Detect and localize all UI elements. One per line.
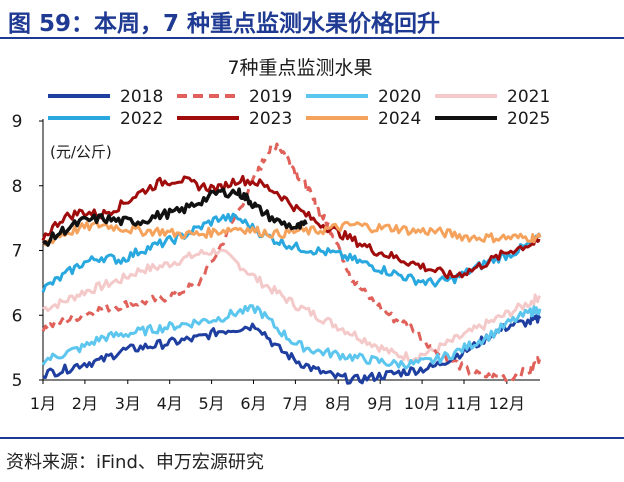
- source-rule: [0, 437, 624, 439]
- x-tick-label: 10月: [404, 394, 440, 413]
- legend-label-2022: 2022: [120, 109, 163, 129]
- y-tick-label: 5: [12, 371, 23, 391]
- legend-label-2018: 2018: [120, 87, 163, 107]
- series-line-2023: [41, 174, 541, 280]
- series-line-2025: [42, 187, 308, 247]
- x-tick-label: 11月: [446, 394, 482, 413]
- legend-label-2023: 2023: [249, 109, 292, 129]
- legend-label-2019: 2019: [249, 87, 292, 107]
- x-tick-label: 6月: [240, 394, 266, 413]
- x-tick-label: 5月: [198, 394, 224, 413]
- x-tick-label: 2月: [72, 394, 98, 413]
- series-line-2020: [41, 304, 542, 370]
- x-tick-label: 12月: [489, 394, 525, 413]
- axes: 5 6 7 8 9 1月 2月 3月 4月 5月 6月 7月 8月 9月 10月 11月 12月: [12, 112, 540, 413]
- plot-area: [41, 142, 542, 385]
- legend-label-2021: 2021: [507, 87, 550, 107]
- legend-label-2025: 2025: [507, 109, 550, 129]
- y-tick-label: 6: [12, 306, 23, 326]
- series-line-2021: [42, 247, 542, 363]
- legend: 2018 2019 2020 2021 2022 2023 2024 2025: [48, 87, 550, 129]
- y-tick-label: 8: [12, 177, 23, 197]
- source-note: 资料来源：iFind、申万宏源研究: [6, 452, 264, 473]
- legend-label-2024: 2024: [378, 109, 421, 129]
- x-tick-label: 1月: [30, 394, 56, 413]
- series-line-2024: [41, 220, 542, 247]
- legend-label-2020: 2020: [378, 87, 421, 107]
- y-axis-unit-label: (元/公斤): [50, 143, 112, 161]
- x-tick-label: 9月: [367, 394, 393, 413]
- x-tick-label: 3月: [115, 394, 141, 413]
- x-tick-label: 8月: [325, 394, 351, 413]
- series-line-2019: [41, 142, 542, 382]
- line-chart: 7种重点监测水果 2018 2019 2020 2021 2022 2023 2024 202…: [12, 57, 551, 413]
- y-tick-label: 9: [12, 112, 23, 132]
- y-tick-label: 7: [12, 242, 23, 262]
- series-line-2022: [41, 212, 542, 293]
- figure-title: 图 59：本周，7 种重点监测水果价格回升: [8, 11, 441, 37]
- chart-title: 7种重点监测水果: [227, 57, 372, 79]
- x-tick-label: 4月: [157, 394, 183, 413]
- x-tick-label: 7月: [282, 394, 308, 413]
- title-rule: [0, 37, 624, 39]
